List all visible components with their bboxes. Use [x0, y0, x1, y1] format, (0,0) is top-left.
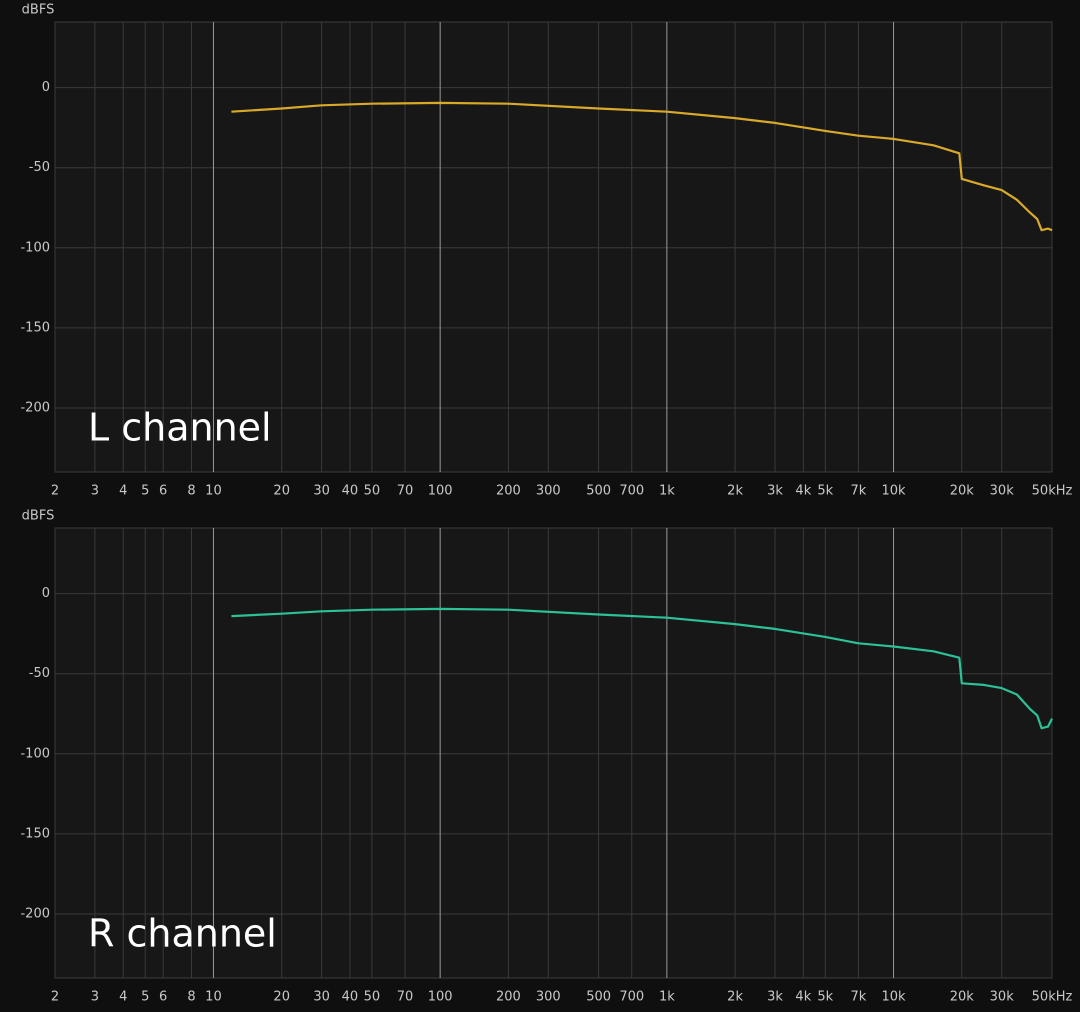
annotation: R channel	[88, 912, 277, 956]
x-tick-label: 3k	[767, 990, 783, 1005]
y-tick-label: 0	[42, 80, 50, 95]
x-tick-label: 30	[313, 484, 330, 499]
x-tick-label: 100	[428, 990, 453, 1005]
y-tick-label: -50	[29, 666, 50, 681]
x-tick-label: 500	[586, 484, 611, 499]
x-tick-label: 30	[313, 990, 330, 1005]
x-tick-label: 700	[619, 990, 644, 1005]
x-tick-label: 3	[91, 990, 99, 1005]
x-tick-label: 30k	[990, 990, 1015, 1005]
x-tick-label: 50	[364, 484, 381, 499]
x-tick-label: 3	[91, 484, 99, 499]
x-tick-label: 300	[536, 484, 561, 499]
x-tick-label: 5	[141, 990, 149, 1005]
x-tick-label: 100	[428, 484, 453, 499]
x-tick-label: 5	[141, 484, 149, 499]
x-tick-label: 4k	[795, 990, 811, 1005]
x-tick-label: 1k	[659, 484, 675, 499]
x-tick-label: 2k	[727, 484, 743, 499]
y-tick-label: -50	[29, 160, 50, 175]
x-tick-label: 40	[342, 484, 359, 499]
x-tick-label: 4	[119, 484, 127, 499]
x-tick-label: 3k	[767, 484, 783, 499]
plot-area	[54, 21, 1053, 473]
x-tick-label: 40	[342, 990, 359, 1005]
x-tick-label: 500	[586, 990, 611, 1005]
x-tick-label: 2k	[727, 990, 743, 1005]
x-tick-label: 10	[205, 484, 222, 499]
x-tick-label: 200	[496, 990, 521, 1005]
x-tick-label: 200	[496, 484, 521, 499]
x-tick-label: 8	[187, 484, 195, 499]
x-tick-label: 10	[205, 990, 222, 1005]
y-tick-label: -200	[20, 906, 50, 921]
annotation: L channel	[88, 406, 272, 450]
line-series	[231, 101, 1053, 232]
y-axis-label: dBFS	[22, 509, 55, 524]
x-tick-label: 70	[397, 484, 414, 499]
y-tick-label: -200	[20, 400, 50, 415]
x-tick-label: 4k	[795, 484, 811, 499]
x-tick-label: 1k	[659, 990, 675, 1005]
plot-area	[54, 527, 1053, 979]
y-tick-label: -150	[20, 320, 50, 335]
y-axis-label: dBFS	[22, 3, 55, 18]
x-tick-label: 70	[397, 990, 414, 1005]
x-tick-label: 50kHz	[1032, 484, 1073, 499]
x-tick-label: 20	[273, 990, 290, 1005]
x-tick-label: 20k	[950, 990, 975, 1005]
y-tick-label: -150	[20, 826, 50, 841]
x-tick-label: 2	[51, 990, 59, 1005]
x-tick-label: 20k	[950, 484, 975, 499]
x-tick-label: 8	[187, 990, 195, 1005]
x-tick-label: 50kHz	[1032, 990, 1073, 1005]
line-series	[231, 607, 1053, 730]
x-tick-label: 5k	[817, 484, 833, 499]
x-tick-label: 50	[364, 990, 381, 1005]
x-tick-label: 5k	[817, 990, 833, 1005]
x-tick-label: 300	[536, 990, 561, 1005]
x-tick-label: 10k	[882, 990, 907, 1005]
y-tick-label: 0	[42, 586, 50, 601]
x-tick-label: 7k	[851, 484, 867, 499]
x-tick-label: 6	[159, 484, 167, 499]
x-tick-label: 20	[273, 484, 290, 499]
x-tick-label: 4	[119, 990, 127, 1005]
y-tick-label: -100	[20, 746, 50, 761]
y-tick-label: -100	[20, 240, 50, 255]
x-tick-label: 7k	[851, 990, 867, 1005]
x-tick-label: 2	[51, 484, 59, 499]
x-tick-label: 700	[619, 484, 644, 499]
x-tick-label: 10k	[882, 484, 907, 499]
x-tick-label: 6	[159, 990, 167, 1005]
x-tick-label: 30k	[990, 484, 1015, 499]
